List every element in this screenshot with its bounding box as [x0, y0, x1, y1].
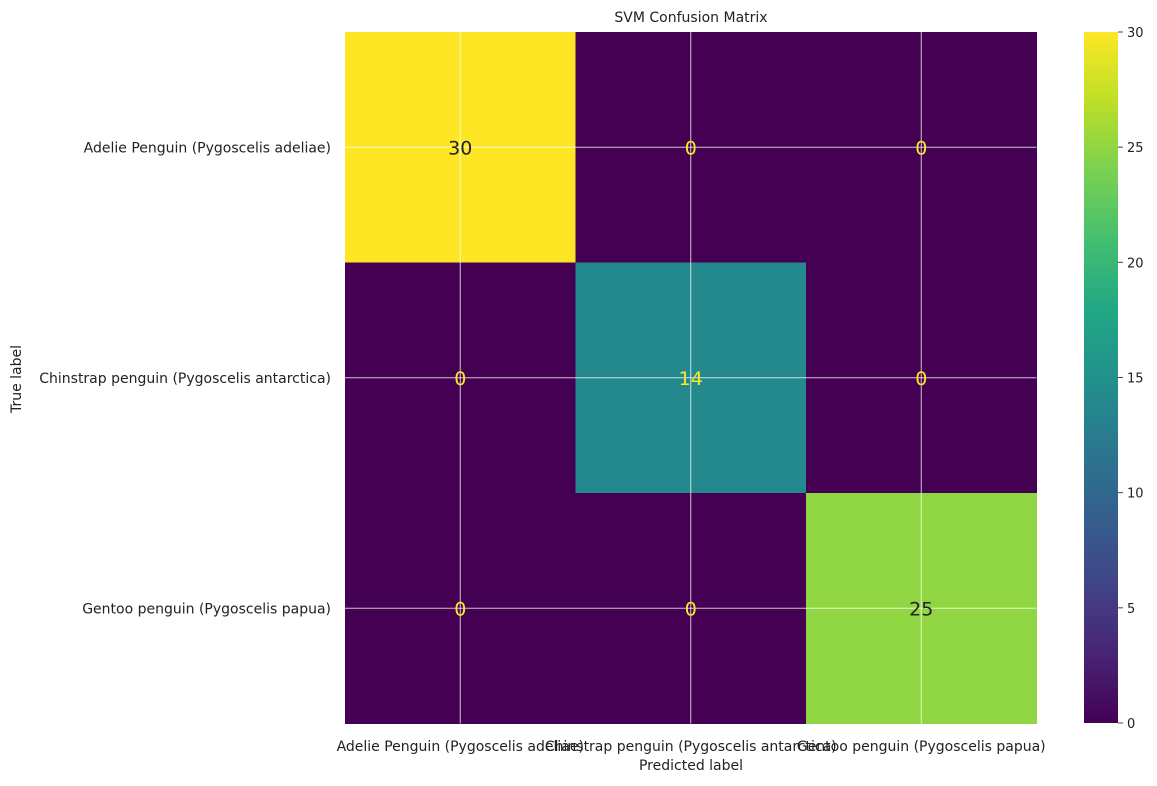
cell-value: 0 — [685, 598, 697, 620]
cell-value: 14 — [679, 368, 703, 390]
colorbar-tick-label: 5 — [1127, 602, 1135, 617]
cell-value: 25 — [909, 598, 933, 620]
colorbar-tick-label: 25 — [1127, 141, 1144, 156]
gridlines — [345, 32, 1037, 724]
y-tick-label: Adelie Penguin (Pygoscelis adeliae) — [84, 140, 331, 156]
cell-values: 30 0 0 0 14 0 0 0 25 — [448, 137, 933, 620]
chart-title: SVM Confusion Matrix — [614, 10, 767, 26]
colorbar-tick-label: 0 — [1127, 717, 1135, 732]
colorbar-tick-label: 15 — [1127, 372, 1144, 387]
colorbar-tick-label: 10 — [1127, 487, 1144, 502]
y-tick-labels: Adelie Penguin (Pygoscelis adeliae) Chins… — [39, 140, 331, 617]
cell-value: 0 — [454, 598, 466, 620]
cell-value: 30 — [448, 137, 472, 159]
colorbar-ticks: 0 5 10 15 20 25 30 — [1118, 26, 1144, 732]
colorbar — [1084, 32, 1118, 723]
x-tick-labels: Adelie Penguin (Pygoscelis adeliae)Chins… — [337, 739, 1046, 755]
x-tick-label: Chinstrap penguin (Pygoscelis antarctica… — [545, 739, 837, 755]
cell-value: 0 — [454, 368, 466, 390]
cell-value: 0 — [915, 368, 927, 390]
colorbar-tick-label: 20 — [1127, 256, 1144, 271]
cell-value: 0 — [915, 137, 927, 159]
x-tick-label: Adelie Penguin (Pygoscelis adeliae) — [337, 739, 584, 755]
x-axis-label: Predicted label — [639, 758, 743, 774]
y-tick-label: Chinstrap penguin (Pygoscelis antarctica… — [39, 371, 331, 387]
x-tick-label: Gentoo penguin (Pygoscelis papua) — [797, 739, 1046, 755]
cell-value: 0 — [685, 137, 697, 159]
y-axis-label: True label — [9, 345, 25, 414]
y-tick-label: Gentoo penguin (Pygoscelis papua) — [82, 601, 331, 617]
colorbar-tick-label: 30 — [1127, 26, 1144, 41]
